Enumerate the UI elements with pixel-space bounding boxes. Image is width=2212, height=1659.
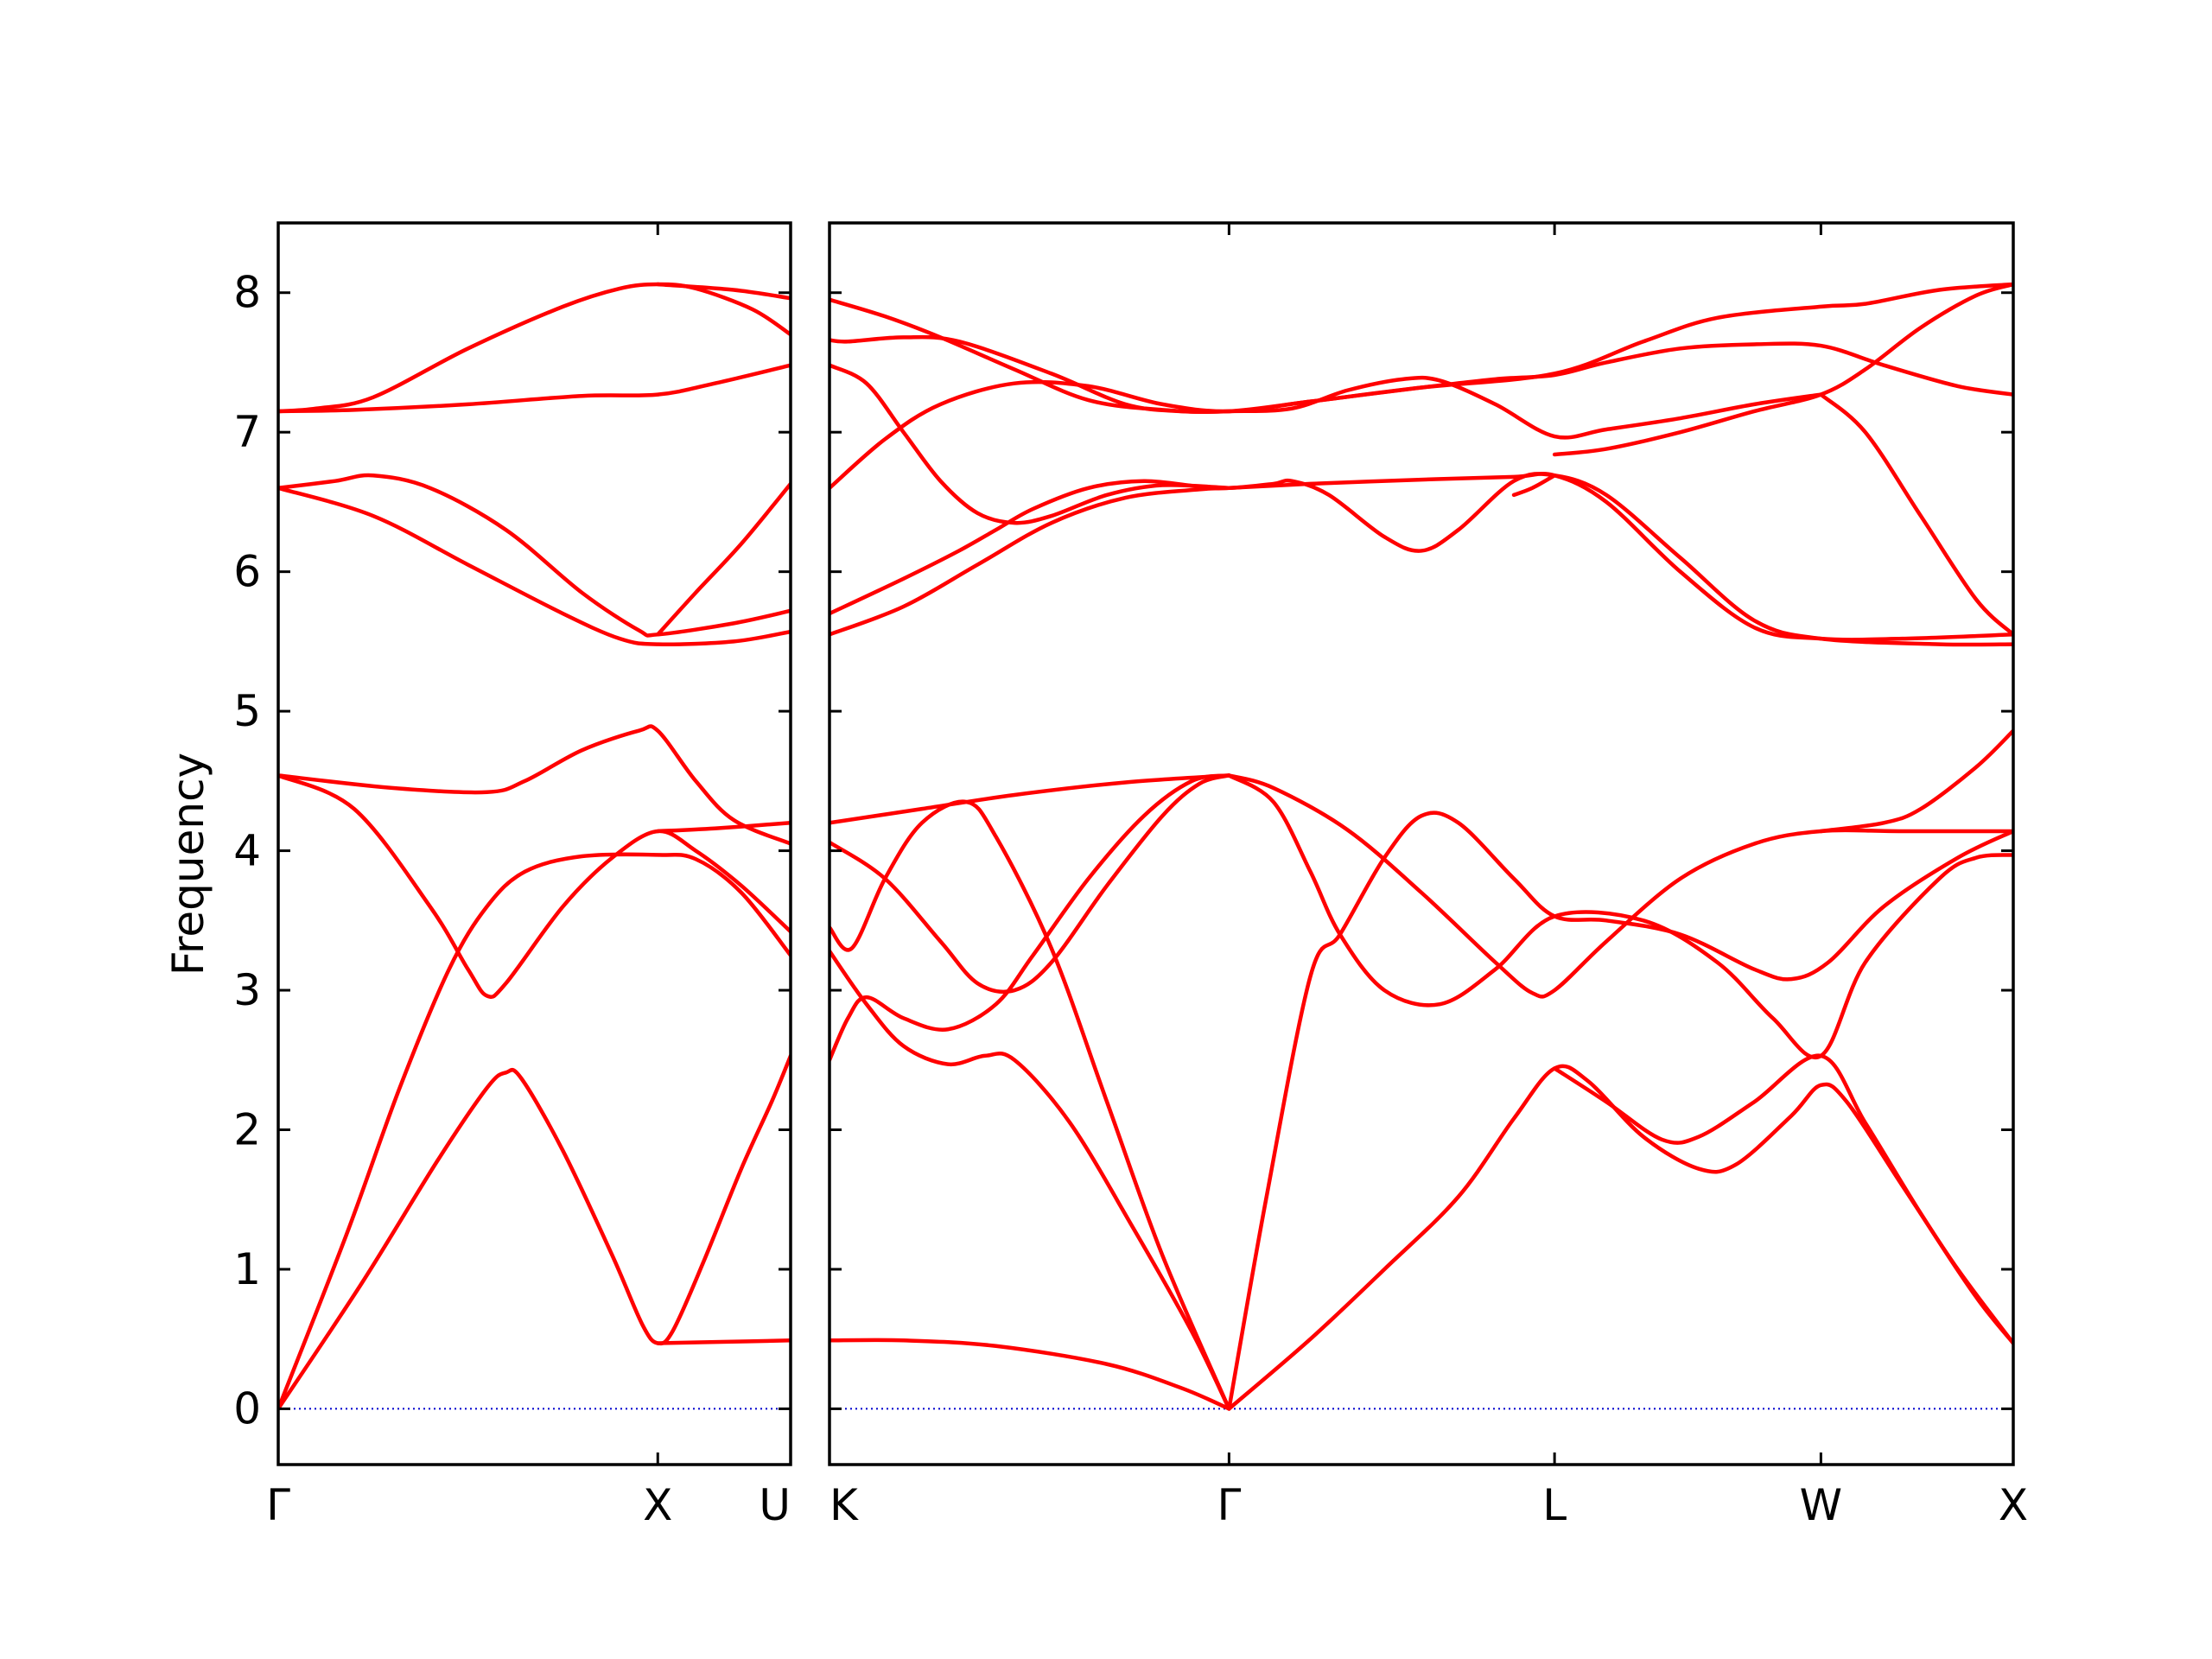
- band-line-4: [830, 799, 1231, 1411]
- band-line-13: [830, 472, 2013, 642]
- band-line-9: [656, 481, 791, 637]
- y-tick-label: 8: [233, 268, 261, 318]
- x-tick-label: L: [1542, 1480, 1567, 1530]
- band-line-6: [656, 821, 791, 834]
- series-group: [278, 282, 791, 1411]
- y-tick-label: 7: [233, 407, 261, 457]
- y-tick-label: 4: [233, 826, 261, 876]
- band-line-3: [278, 852, 791, 1411]
- band-line-14: [830, 472, 2013, 647]
- band-line-4: [278, 773, 791, 1000]
- band-line-10: [1227, 773, 2013, 1060]
- plot-frame: [828, 221, 2015, 1466]
- y-tick-label: 1: [233, 1244, 261, 1294]
- band-line-11: [1227, 773, 2013, 999]
- y-tick-label: 3: [233, 965, 261, 1015]
- band-line-12: [1819, 728, 2013, 834]
- band-line-5: [830, 773, 1231, 995]
- band-line-8: [1552, 1053, 2013, 1345]
- y-tick-label: 0: [233, 1383, 261, 1433]
- x-tick-label: K: [830, 1480, 859, 1530]
- band-line-6: [830, 773, 1231, 825]
- band-line-2: [830, 949, 1231, 1411]
- band-line-19: [1552, 282, 2013, 457]
- band-line-7: [278, 486, 791, 646]
- band-line-18: [830, 282, 2013, 414]
- x-tick-label: X: [643, 1480, 672, 1530]
- band-line-7: [1227, 1064, 2013, 1411]
- x-tick-label: Γ: [266, 1480, 290, 1530]
- band-line-16: [830, 363, 1231, 525]
- panel-1: 0 1 2 3 4 5 6 7 8 Γ X U: [233, 221, 792, 1530]
- y-tick-label: 5: [233, 686, 261, 736]
- band-line-3: [830, 773, 1231, 1063]
- x-tick-label: X: [1999, 1480, 2028, 1530]
- x-tick-label: U: [759, 1480, 791, 1530]
- band-line-1: [278, 1053, 791, 1411]
- y-tick-label: 2: [233, 1104, 261, 1154]
- series-group: [830, 282, 2013, 1411]
- x-tick-label: Γ: [1217, 1480, 1241, 1530]
- band-line-10: [278, 363, 791, 414]
- band-line-20: [1819, 392, 2013, 637]
- band-line-9: [1227, 810, 2013, 1411]
- band-line-1: [830, 1338, 1231, 1411]
- plot-frame: [276, 221, 792, 1466]
- y-tick-label: 6: [233, 547, 261, 597]
- band-line-21: [1511, 473, 1557, 498]
- band-line-2: [656, 1338, 791, 1345]
- band-line-12: [656, 282, 791, 301]
- band-line-11: [278, 282, 791, 414]
- x-tick-label: W: [1800, 1480, 1842, 1530]
- band-line-8: [278, 473, 791, 638]
- band-line-5: [278, 724, 791, 846]
- y-axis-label: Frequency: [163, 753, 213, 976]
